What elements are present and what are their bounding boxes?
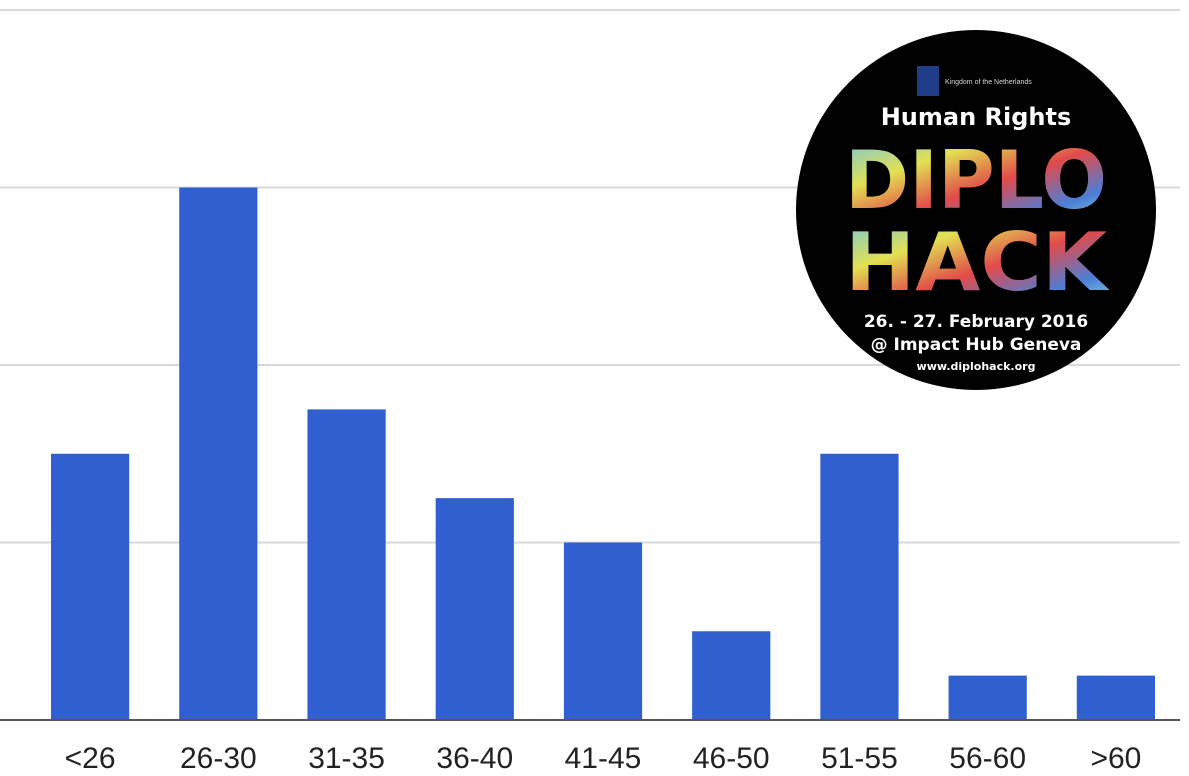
bar-56-60 (948, 675, 1027, 720)
logo-org: Kingdom of the Netherlands (945, 79, 1032, 86)
x-tick-label: 46-50 (693, 742, 770, 775)
bar-26-30 (179, 187, 258, 720)
bar-41-45 (563, 542, 643, 720)
x-tick-labels: <26 26-30 31-35 36-40 41-45 46-50 51-55 56-60 >6… (65, 742, 1142, 775)
x-tick-label: 36-40 (436, 742, 513, 775)
logo-word2: HACK (845, 216, 1110, 309)
x-tick-label: 56-60 (949, 742, 1026, 775)
logo-url: www.diplohack.org (917, 360, 1036, 373)
netherlands-crest-icon (917, 66, 939, 96)
x-tick-label: >60 (1090, 742, 1141, 775)
x-tick-label: 51-55 (821, 742, 898, 775)
diplohack-logo: Kingdom of the Netherlands Human Rights … (796, 30, 1156, 390)
logo-venue: @ Impact Hub Geneva (871, 335, 1082, 355)
x-tick-label: 41-45 (565, 742, 642, 775)
logo-date: 26. - 27. February 2016 (864, 312, 1088, 332)
bars (51, 187, 1155, 720)
bar-<26 (51, 453, 130, 720)
x-tick-label: <26 (65, 742, 116, 775)
bar-46-50 (692, 631, 771, 720)
logo-circle (796, 30, 1156, 390)
logo-headline: Human Rights (881, 103, 1072, 131)
bar-36-40 (435, 498, 514, 720)
x-tick-label: 26-30 (180, 742, 257, 775)
logo-word1: DIPLO (845, 134, 1107, 227)
bar-31-35 (307, 409, 386, 720)
bar->60 (1076, 675, 1155, 720)
x-tick-label: 31-35 (308, 742, 385, 775)
bar-51-55 (820, 453, 899, 720)
